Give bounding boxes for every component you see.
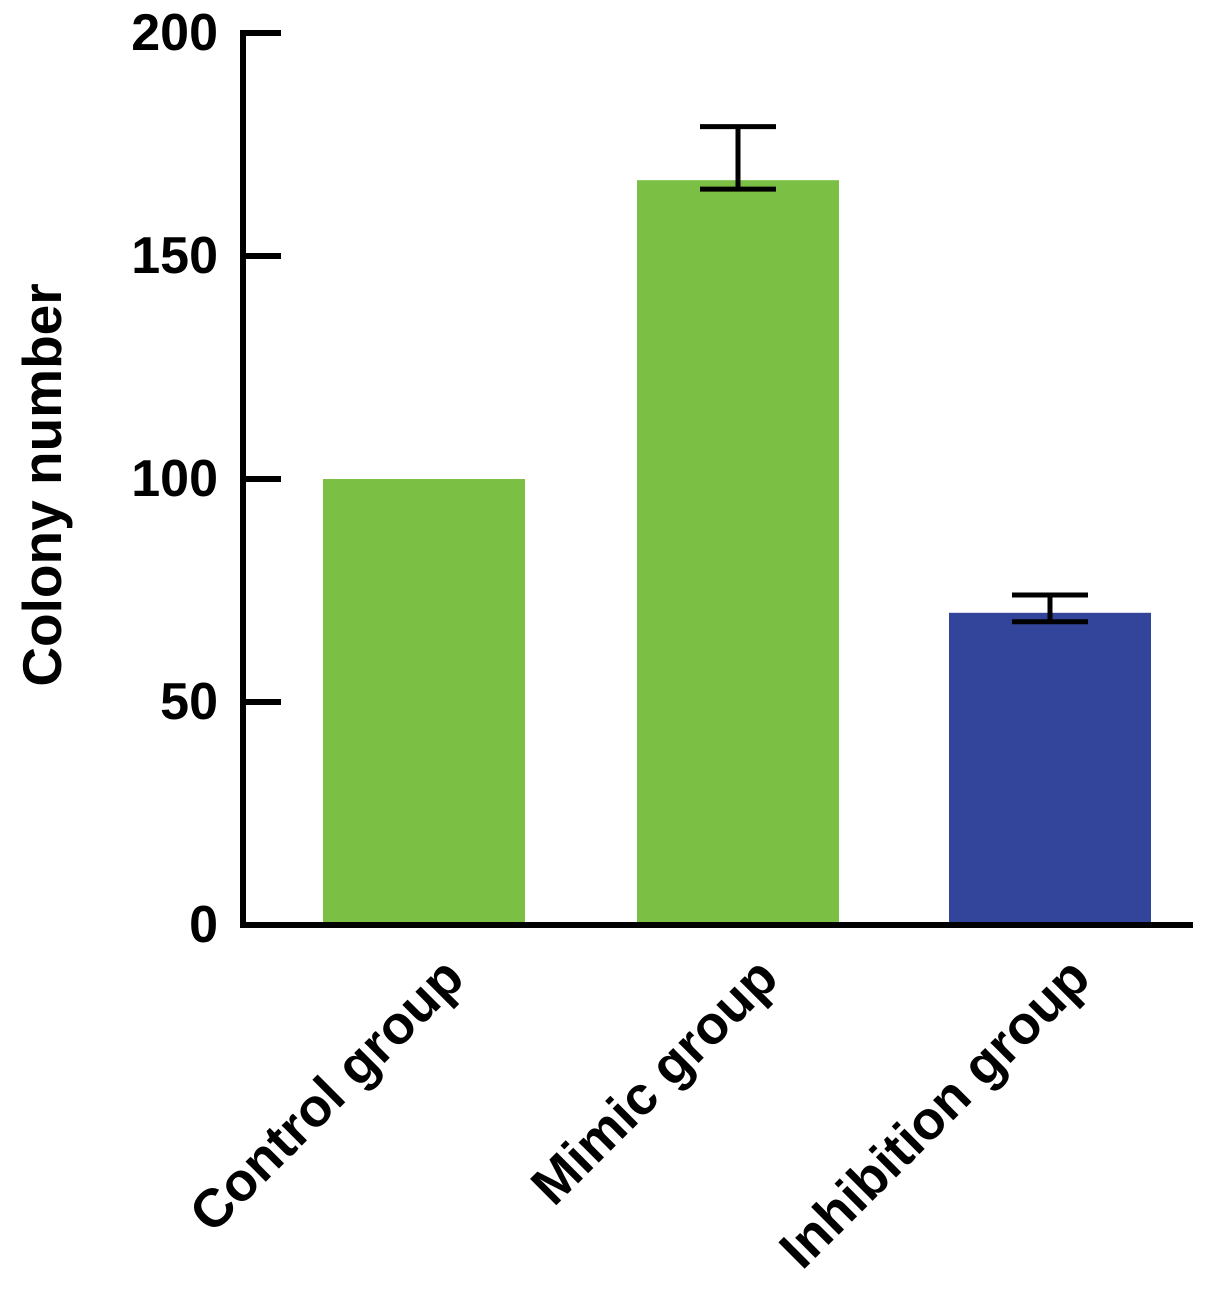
bar-control-group	[323, 479, 525, 925]
y-tick-label-50: 50	[160, 673, 218, 731]
bar-mimic-group	[637, 180, 839, 925]
x-tick-label-mimic-group: Mimic group	[520, 947, 789, 1216]
x-tick-label-inhibition-group: Inhibition group	[768, 947, 1101, 1280]
y-axis-title: Colony number	[11, 283, 73, 686]
x-tick-label-control-group: Control group	[178, 947, 475, 1244]
bar-inhibition-group	[949, 612, 1151, 925]
y-tick-label-150: 150	[131, 227, 218, 285]
y-tick-label-100: 100	[131, 450, 218, 508]
y-tick-label-200: 200	[131, 4, 218, 62]
y-tick-label-0: 0	[189, 896, 218, 954]
